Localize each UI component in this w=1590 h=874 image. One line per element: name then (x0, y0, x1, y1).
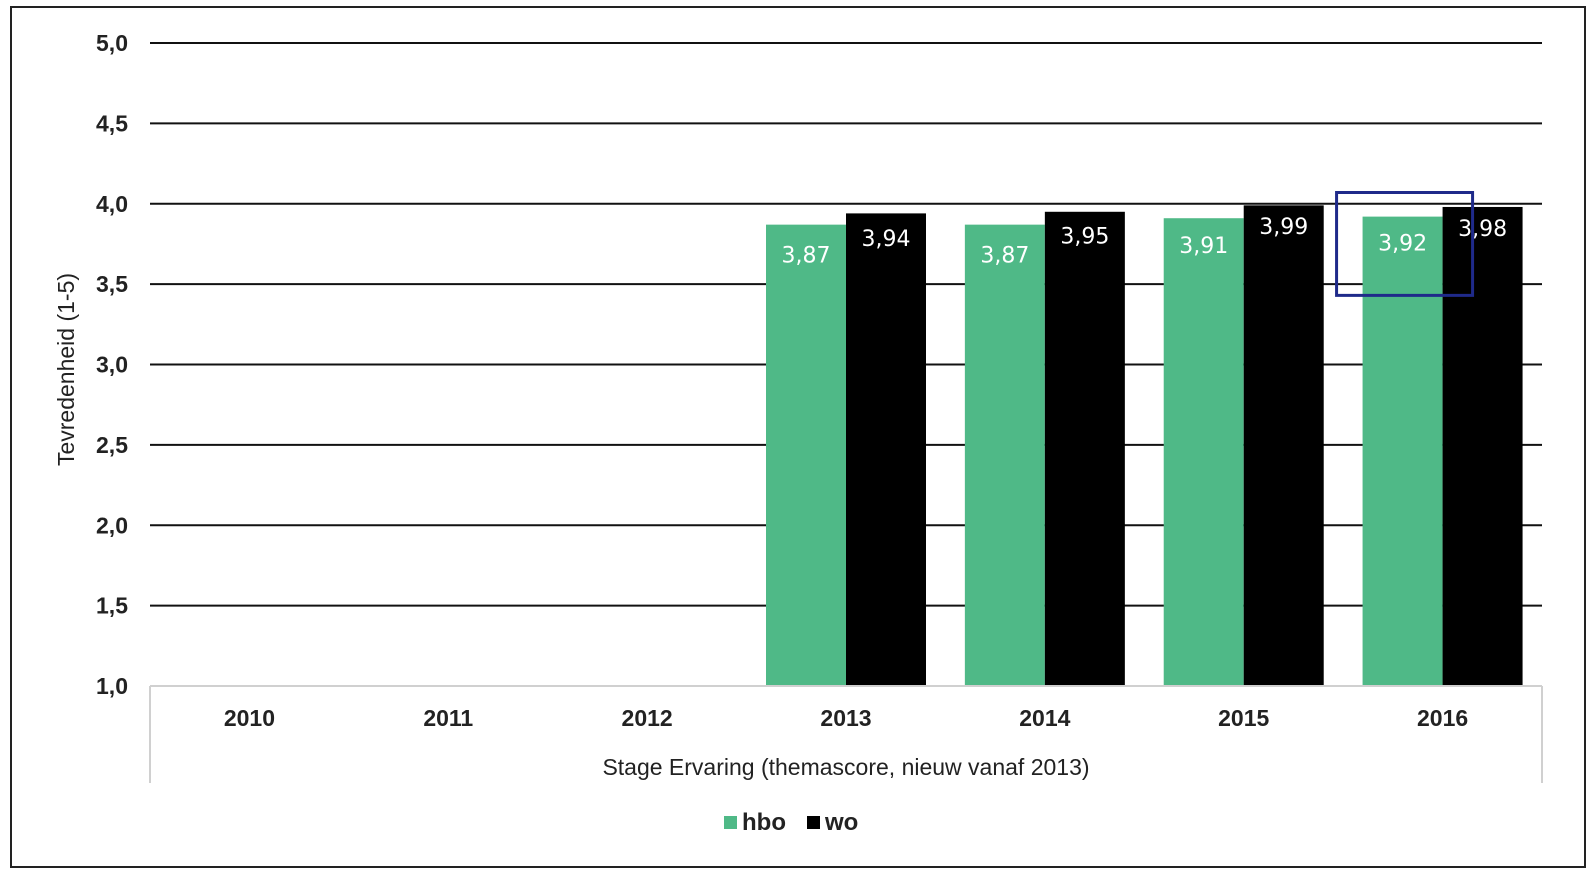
y-tick-label: 4,0 (96, 191, 128, 217)
legend-swatch-hbo (724, 816, 737, 829)
legend-label-hbo: hbo (742, 809, 786, 836)
x-tick-label: 2013 (820, 705, 871, 731)
bar-wo (1044, 211, 1125, 686)
x-tick-label: 2010 (224, 705, 275, 731)
data-label: 3,98 (1458, 217, 1507, 242)
x-tick-label: 2014 (1019, 705, 1070, 731)
y-tick-label: 2,5 (96, 432, 128, 458)
x-tick-label: 2016 (1417, 705, 1468, 731)
bar-chart: 1,01,52,02,53,03,54,04,55,0 3,873,943,87… (53, 30, 1543, 836)
bar-wo (1442, 206, 1523, 686)
legend-swatch-wo (807, 816, 820, 829)
data-label: 3,87 (980, 244, 1029, 269)
bar-hbo (766, 224, 846, 686)
bar-wo (1243, 205, 1324, 687)
y-tick-label: 1,5 (96, 593, 128, 619)
bars (766, 205, 1523, 687)
data-labels: 3,87 3,94 3,87 3,95 3,91 3,99 3,92 3,98 (782, 215, 1508, 269)
x-axis-title: Stage Ervaring (themascore, nieuw vanaf … (602, 754, 1089, 780)
y-tick-label: 2,0 (96, 512, 128, 538)
y-axis-title: Tevredenheid (1-5) (53, 273, 79, 466)
x-tick-label: 2012 (622, 705, 673, 731)
bar-hbo (1163, 218, 1244, 686)
data-label: 3,99 (1259, 215, 1308, 240)
legend: hbo wo (724, 809, 858, 836)
bar-hbo (964, 224, 1045, 686)
bar-wo (846, 213, 926, 686)
x-axis: 2010 2011 2012 2013 2014 2015 2016 (149, 685, 1543, 783)
highlight-box (1335, 190, 1475, 297)
x-tick-label: 2011 (423, 705, 473, 731)
y-axis-ticks: 1,0 1,5 2,0 2,5 3,0 3,5 4,0 4,5 5,0 (96, 30, 128, 699)
y-tick-label: 4,5 (96, 110, 128, 136)
x-tick-label: 2015 (1218, 705, 1269, 731)
data-label: 3,87 (782, 244, 831, 269)
y-tick-label: 3,0 (96, 352, 128, 378)
legend-label-wo: wo (824, 809, 858, 836)
y-tick-label: 1,0 (96, 673, 128, 699)
data-label: 3,92 (1378, 232, 1427, 257)
y-tick-label: 3,5 (96, 271, 128, 297)
data-label: 3,91 (1179, 234, 1228, 259)
y-tick-label: 5,0 (96, 30, 128, 56)
data-label: 3,95 (1060, 224, 1109, 249)
data-label: 3,94 (862, 227, 911, 252)
chart-frame: 1,0 1,5 2,0 2,5 3,0 3,5 4,0 4,5 5,0 3,87 3,94 3,87… (10, 6, 1586, 868)
bar-hbo (1362, 216, 1443, 687)
